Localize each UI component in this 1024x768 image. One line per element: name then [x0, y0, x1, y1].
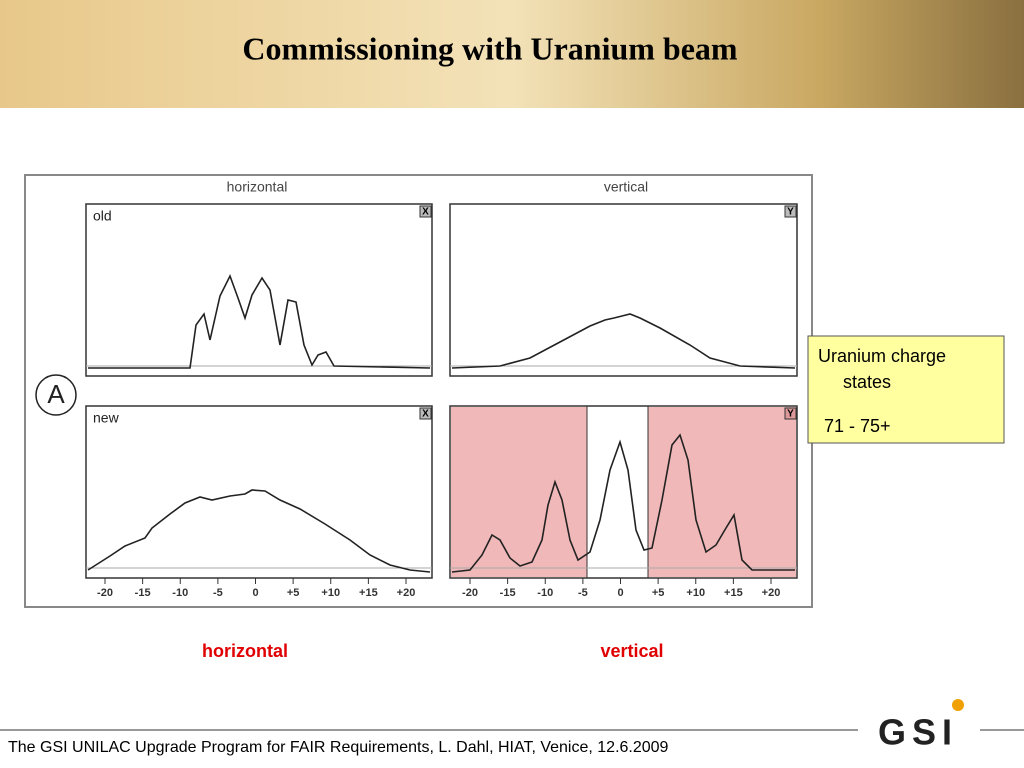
row-label: new — [93, 410, 120, 426]
x-tick-label: -10 — [172, 587, 188, 599]
circle-marker — [35, 374, 77, 416]
profile-curve — [451, 433, 795, 573]
profiles — [87, 273, 796, 573]
shaded-region — [451, 407, 587, 577]
column-title: vertical — [604, 179, 648, 195]
profile-curve — [87, 489, 431, 573]
logo-dot — [952, 699, 964, 711]
x-tick-label: -20 — [462, 587, 478, 599]
shaded-region — [648, 407, 796, 577]
x-tick-label: +15 — [359, 587, 378, 599]
x-tick-label: -5 — [213, 587, 223, 599]
panel-marker: X — [422, 207, 429, 218]
slide-title: Commissioning with Uranium beam — [242, 30, 738, 66]
row-label: old — [93, 208, 112, 224]
x-tick-label: -20 — [97, 587, 113, 599]
caption: horizontal — [202, 641, 288, 661]
panel — [85, 405, 433, 579]
x-tick-label: -15 — [135, 587, 151, 599]
panel-marker: Y — [787, 207, 794, 218]
x-tick-label: +10 — [686, 587, 705, 599]
x-tick-label: +20 — [397, 587, 416, 599]
panel — [85, 203, 433, 377]
note-line: Uranium charge — [818, 346, 946, 366]
x-ticks: -20 -15 -10 -5 0 +5 +10 +15 +20 -20 -15 -10 -5 0 +5 +10… — [97, 578, 780, 599]
footer-text: The GSI UNILAC Upgrade Program for FAIR … — [8, 739, 669, 756]
x-tick-label: +5 — [287, 587, 300, 599]
panel-marker: X — [422, 409, 429, 420]
note-line: states — [843, 372, 891, 392]
x-tick-label: 0 — [252, 587, 258, 599]
header-band — [0, 0, 1024, 108]
profile-curve — [451, 313, 796, 369]
x-tick-label: +20 — [762, 587, 781, 599]
note-box — [807, 335, 1005, 444]
x-tick-label: 0 — [617, 587, 623, 599]
circle-label: A — [47, 379, 65, 409]
x-tick-label: -15 — [500, 587, 516, 599]
note-line: 71 - 75+ — [824, 416, 891, 436]
caption: vertical — [600, 641, 663, 661]
panel-markers: X Y X Y — [419, 205, 797, 420]
logo: GSI — [878, 712, 958, 753]
panel — [449, 203, 798, 377]
x-tick-label: -10 — [537, 587, 553, 599]
column-title: horizontal — [227, 179, 288, 195]
x-tick-label: +15 — [724, 587, 743, 599]
x-tick-label: +10 — [321, 587, 340, 599]
panel-marker: Y — [787, 409, 794, 420]
profile-curve — [88, 273, 431, 369]
x-tick-label: +5 — [652, 587, 665, 599]
x-tick-label: -5 — [578, 587, 588, 599]
